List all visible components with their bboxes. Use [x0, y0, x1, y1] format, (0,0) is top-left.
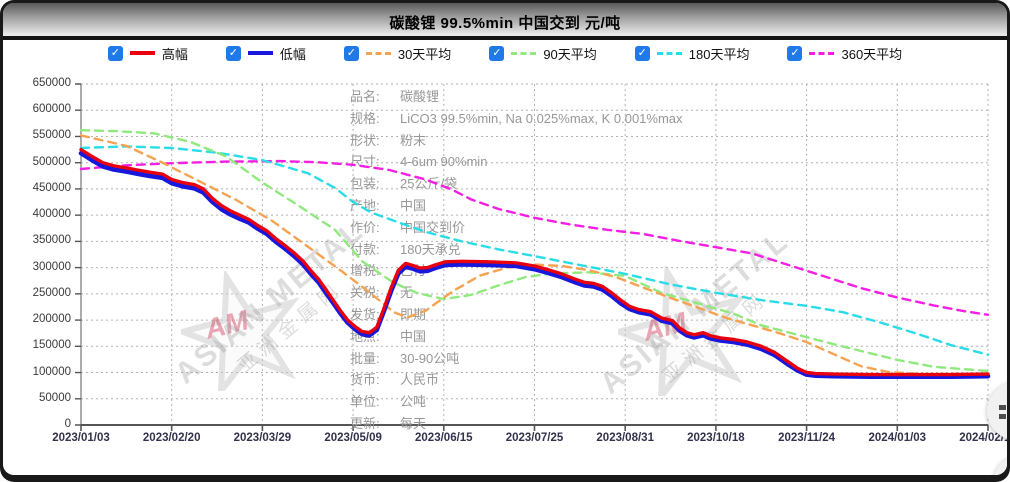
- legend-row: ✓ 高幅 ✓ 低幅 ✓ 30天平均 ✓ 90天平均 ✓ 180天平均 ✓ 360天平均: [3, 40, 1007, 66]
- chart-area: AM ASIAN METAL 亚洲金属网 AM ASIAN METAL 亚洲金属…: [3, 66, 1007, 475]
- x-axis-tick-label: 2023/11/24: [778, 432, 836, 444]
- y-axis-tick-label: 650000: [32, 77, 71, 89]
- y-axis-tick-label: 200000: [32, 313, 71, 326]
- series-line-avg-180d: [79, 145, 990, 356]
- legend-checkbox-high[interactable]: ✓: [107, 45, 123, 61]
- legend-item-avg-30d[interactable]: ✓ 30天平均: [343, 44, 452, 63]
- x-axis-tick-label: 2023/07/25: [505, 432, 564, 444]
- y-axis-tick-label: 400000: [32, 208, 71, 221]
- y-axis-tick-label: 50000: [39, 391, 71, 404]
- x-axis-tick-label: 2023/03/29: [233, 432, 292, 444]
- chart-title: 碳酸锂 99.5%min 中国交到 元/吨: [389, 15, 621, 32]
- x-axis-tick-label: 2024/01/03: [868, 432, 927, 444]
- legend-line-swatch: [129, 51, 155, 55]
- legend-line-swatch: [511, 51, 537, 55]
- legend-line-swatch: [247, 51, 273, 55]
- legend-label: 360天平均: [841, 46, 903, 62]
- legend-line-swatch: [365, 51, 391, 55]
- chart-panel: 碳酸锂 99.5%min 中国交到 元/吨 ✓ 高幅 ✓ 低幅 ✓ 30天平均 ✓ 90天平均…: [3, 3, 1007, 475]
- legend-label: 低幅: [279, 46, 306, 62]
- series-line-high: [79, 147, 990, 377]
- y-axis-tick-label: 550000: [32, 129, 71, 142]
- y-axis-tick-label: 0: [64, 418, 71, 430]
- x-axis-tick-label: 2023/08/31: [596, 432, 654, 444]
- price-chart-plot[interactable]: [78, 84, 991, 425]
- y-axis-tick-label: 300000: [32, 260, 71, 273]
- legend-checkbox-low[interactable]: ✓: [225, 45, 241, 61]
- floating-button-expand[interactable]: [987, 382, 1007, 440]
- y-axis-tick-label: 100000: [32, 365, 71, 378]
- legend-item-avg-90d[interactable]: ✓ 90天平均: [489, 44, 597, 63]
- x-axis-tick-label: 2023/06/15: [415, 432, 473, 444]
- y-axis-tick-label: 450000: [32, 181, 71, 194]
- series-line-avg-360d: [79, 159, 990, 316]
- x-axis-tick-label: 2023/01/03: [52, 432, 110, 444]
- series-line-avg-90d: [79, 129, 990, 373]
- expand-icon: [999, 405, 1006, 419]
- x-axis-tick-label: 2023/05/09: [324, 432, 382, 444]
- legend-label: 高幅: [161, 46, 188, 62]
- x-axis-tick-label: 2023/02/20: [142, 432, 201, 444]
- legend-label: 90天平均: [543, 46, 597, 62]
- y-axis-tick-label: 500000: [32, 155, 71, 168]
- legend-checkbox-avg-90d[interactable]: ✓: [489, 45, 505, 61]
- x-axis-tick-label: 2023/10/18: [687, 432, 745, 444]
- legend-label: 180天平均: [688, 46, 750, 62]
- legend-line-swatch: [809, 51, 835, 55]
- series-line-avg-30d: [79, 134, 990, 376]
- legend-item-low[interactable]: ✓ 低幅: [225, 44, 306, 63]
- legend-checkbox-avg-30d[interactable]: ✓: [343, 45, 359, 61]
- y-axis-tick-label: 250000: [32, 286, 71, 299]
- legend-label: 30天平均: [397, 46, 452, 62]
- legend-item-avg-360d[interactable]: ✓ 360天平均: [787, 44, 902, 63]
- legend-checkbox-avg-360d[interactable]: ✓: [787, 45, 803, 61]
- y-axis-tick-label: 350000: [32, 234, 71, 247]
- legend-item-high[interactable]: ✓ 高幅: [107, 44, 188, 63]
- y-axis-tick-label: 600000: [32, 103, 71, 116]
- legend-line-swatch: [656, 51, 682, 55]
- series-line-low: [78, 150, 991, 379]
- legend-checkbox-avg-180d[interactable]: ✓: [634, 45, 650, 61]
- y-axis-tick-label: 150000: [32, 339, 71, 352]
- legend-item-avg-180d[interactable]: ✓ 180天平均: [634, 44, 750, 63]
- header-bar: 碳酸锂 99.5%min 中国交到 元/吨: [3, 3, 1007, 40]
